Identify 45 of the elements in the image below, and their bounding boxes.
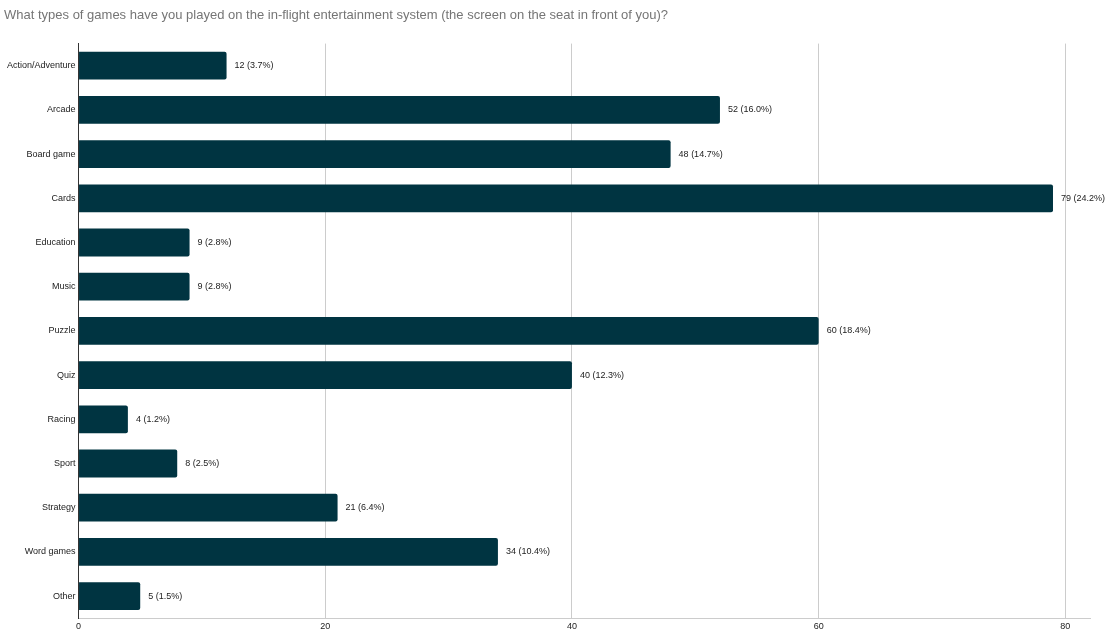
y-tick-label: Education xyxy=(35,236,76,247)
data-label: 5 (1.5%) xyxy=(148,590,183,601)
data-label: 52 (16.0%) xyxy=(727,104,772,115)
x-tick-label: 60 xyxy=(813,621,824,632)
y-tick-label: Cards xyxy=(51,192,77,203)
y-tick-label: Action/Adventure xyxy=(6,60,76,71)
bar xyxy=(79,361,572,390)
data-label: 48 (14.7%) xyxy=(678,148,723,159)
data-label: 12 (3.7%) xyxy=(234,60,274,71)
bar xyxy=(79,405,128,434)
data-label: 8 (2.5%) xyxy=(185,457,220,468)
data-label: 79 (24.2%) xyxy=(1061,192,1106,203)
bar xyxy=(79,537,498,566)
y-tick-label: Word games xyxy=(24,546,77,557)
bar xyxy=(79,493,338,522)
x-tick-label: 40 xyxy=(566,621,577,632)
chart-title: What types of games have you played on the in-flight entertainment system (the screen on the seat in front of you)? xyxy=(4,7,669,23)
data-label: 21 (6.4%) xyxy=(345,502,385,513)
bar xyxy=(79,582,141,611)
data-label: 9 (2.8%) xyxy=(197,236,232,247)
x-tick-label: 20 xyxy=(320,621,331,632)
data-label: 40 (12.3%) xyxy=(579,369,624,380)
bar xyxy=(79,449,178,478)
bar xyxy=(79,316,819,345)
y-tick-label: Board game xyxy=(26,148,76,159)
x-tick-label: 0 xyxy=(76,621,82,632)
x-tick-label: 80 xyxy=(1060,621,1071,632)
data-label: 34 (10.4%) xyxy=(505,546,550,557)
bar xyxy=(79,51,227,80)
bar xyxy=(79,140,671,169)
data-label: 4 (1.2%) xyxy=(135,413,170,424)
y-tick-label: Music xyxy=(52,281,77,292)
y-tick-label: Racing xyxy=(47,413,76,424)
data-label: 60 (18.4%) xyxy=(826,325,871,336)
y-tick-label: Other xyxy=(53,590,76,601)
y-tick-label: Sport xyxy=(54,457,77,468)
bar xyxy=(79,95,720,124)
data-label: 9 (2.8%) xyxy=(197,281,232,292)
y-tick-label: Strategy xyxy=(42,502,77,513)
y-tick-label: Puzzle xyxy=(48,325,76,336)
bar xyxy=(79,184,1053,213)
y-tick-label: Arcade xyxy=(47,104,76,115)
bar xyxy=(79,228,190,257)
bar xyxy=(79,272,190,301)
y-tick-label: Quiz xyxy=(57,369,77,380)
